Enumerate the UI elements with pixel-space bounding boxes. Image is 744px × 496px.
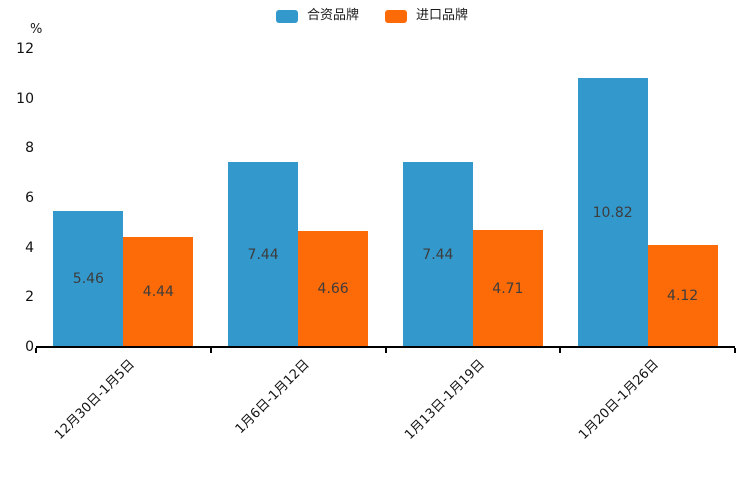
y-tick-label: 8 (25, 140, 34, 157)
bar-进口品牌-3 (472, 230, 543, 347)
bar-合资品牌-4 (577, 78, 648, 347)
y-tick-label: 6 (25, 190, 34, 206)
x-axis-label: 12月30日-1月5日 (52, 357, 138, 443)
x-axis-tick (384, 348, 387, 353)
legend-marker-icon (275, 9, 298, 23)
bar-进口品牌-4 (647, 244, 718, 347)
x-axis-label: 1月13日-1月19日 (401, 357, 488, 443)
bar-value-label: 7.44 (422, 246, 454, 263)
x-axis-tick (559, 348, 562, 353)
legend-item-2[interactable]: 进口品牌 (385, 9, 468, 23)
x-axis-label: 1月20日-1月26日 (576, 357, 663, 443)
bar-进口品牌-2 (298, 231, 369, 347)
bar-合资品牌-3 (402, 162, 473, 347)
bar-value-label: 4.71 (492, 280, 524, 297)
legend-label: 进口品牌 (416, 8, 469, 23)
x-axis-tick (209, 348, 212, 353)
bar-合资品牌-1 (53, 211, 124, 347)
x-axis-tick (35, 348, 37, 353)
bar-进口品牌-1 (123, 236, 194, 347)
y-tick-label: 2 (25, 289, 34, 306)
bar-value-label: 5.46 (72, 271, 104, 288)
bar-合资品牌-2 (228, 162, 299, 347)
legend-marker-icon (385, 9, 407, 23)
legend-item-1[interactable]: 合资品牌 (275, 8, 359, 23)
bar-value-label: 4.66 (317, 281, 349, 298)
bar-value-label: 10.82 (592, 204, 633, 221)
y-tick-label: 0 (25, 339, 34, 355)
legend-label: 合资品牌 (306, 8, 359, 23)
y-tick-label: 10 (16, 90, 34, 107)
y-axis-unit-label: % (30, 22, 43, 37)
x-axis-label: 1月6日-1月12日 (232, 357, 313, 437)
y-tick-label: 12 (16, 41, 34, 57)
y-tick-label: 4 (25, 239, 34, 256)
legend: 合资品牌 进口品牌 (0, 9, 744, 23)
bar-value-label: 4.12 (667, 287, 699, 304)
bar-value-label: 7.44 (247, 246, 279, 263)
x-axis-tick (734, 348, 736, 353)
bar-value-label: 4.44 (142, 283, 174, 300)
x-axis-line (36, 346, 735, 348)
